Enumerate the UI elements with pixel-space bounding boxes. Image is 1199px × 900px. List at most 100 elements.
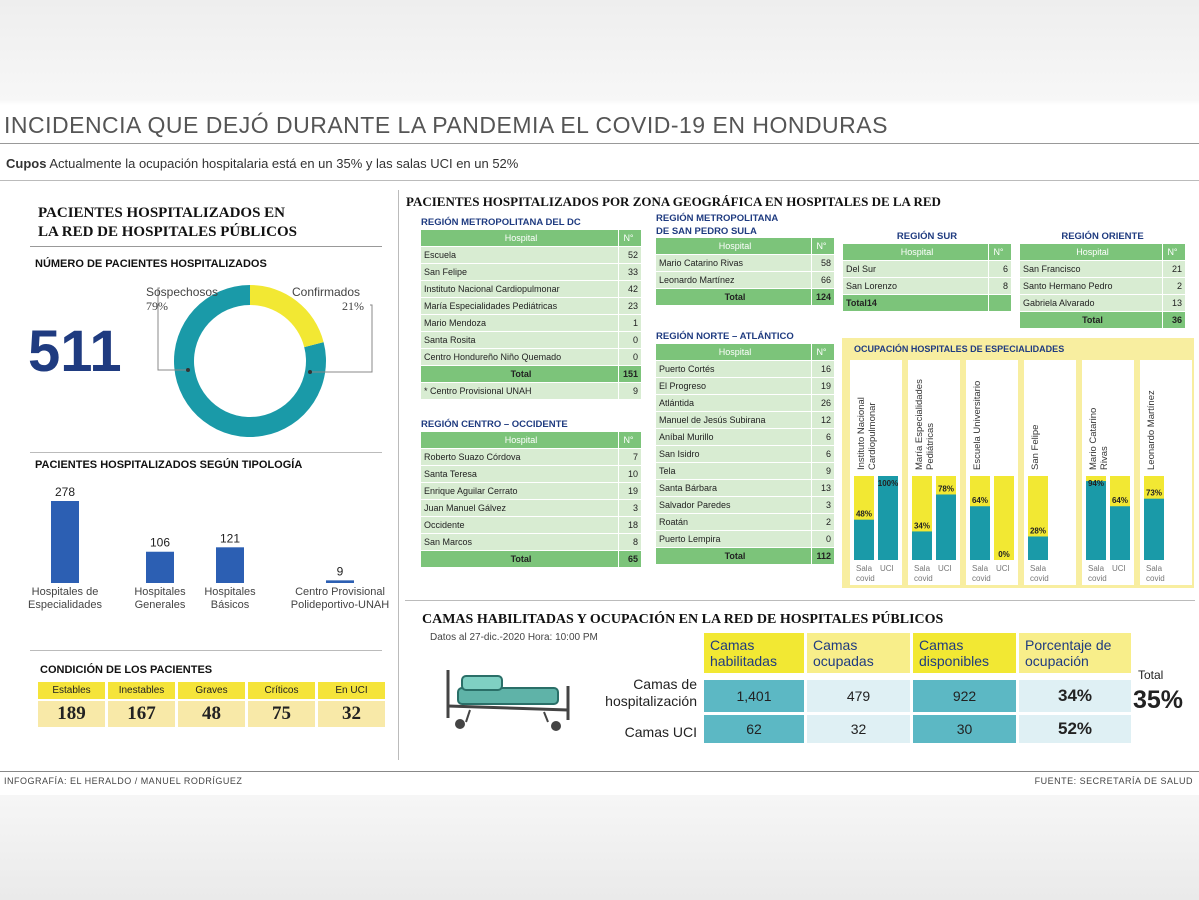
metro-dc-title: REGIÓN METROPOLITANA DEL DC	[421, 217, 581, 228]
hospital-name: Aníbal Murillo	[656, 429, 811, 445]
hosp-habilitadas: 1,401	[704, 680, 804, 712]
hospital-name: Atlántida	[656, 395, 811, 411]
sur-total-row: Total14	[843, 295, 1011, 312]
occupancy-category-label: Pediátricas	[925, 423, 936, 470]
left-section-title-line-2: LA RED DE HOSPITALES PÚBLICOS	[38, 224, 297, 240]
total-label: Total	[1020, 312, 1162, 328]
occupancy-value-label: 28%	[1030, 526, 1046, 535]
condicion-rule	[30, 650, 382, 651]
hospital-count: 0	[812, 531, 834, 547]
condicion-header-row: Estables Inestables Graves Críticos En U…	[38, 682, 385, 699]
hospital-count: 6	[812, 429, 834, 445]
occupancy-series-label: covid	[856, 574, 875, 583]
metro-dc-row: Mario Mendoza 1	[421, 315, 641, 332]
norte-row: Santa Bárbara 13	[656, 480, 834, 497]
occupancy-category-label: San Felipe	[1030, 425, 1041, 470]
table-centro-occidente: REGIÓN CENTRO – OCCIDENTE Hospital N° Rob…	[421, 418, 641, 568]
confirmados-label: Confirmados	[292, 285, 361, 299]
norte-row: Tela 9	[656, 463, 834, 480]
occupancy-bar	[936, 494, 956, 560]
hospital-count: 2	[1163, 278, 1185, 294]
row-label-hosp-line-2: hospitalización	[605, 693, 697, 709]
occupancy-value-label: 48%	[856, 510, 872, 519]
header-n: N°	[812, 238, 834, 254]
table-metro-dc: REGIÓN METROPOLITANA DEL DC Hospital N° E…	[421, 216, 641, 400]
subtitle-bold: Cupos	[6, 156, 47, 171]
col-ocupadas: Camas ocupadas	[807, 633, 910, 673]
occupancy-series-label: covid	[1088, 574, 1107, 583]
hospital-count: 7	[619, 449, 641, 465]
condicion-table: Estables Inestables Graves Críticos En U…	[38, 682, 385, 727]
footer-source: FUENTE: SECRETARÍA DE SALUD	[1034, 776, 1193, 786]
hospital-name: Juan Manuel Gálvez	[421, 500, 618, 516]
total-value: 112	[812, 548, 834, 564]
occupancy-value-label: 0%	[998, 550, 1010, 559]
camas-rule	[405, 600, 1195, 601]
extra-name: * Centro Provisional UNAH	[421, 383, 618, 399]
column-divider	[398, 190, 399, 760]
header-hospital: Hospital	[1020, 244, 1162, 260]
norte-row: Manuel de Jesús Subirana 12	[656, 412, 834, 429]
occupancy-value-label: 94%	[1088, 479, 1104, 488]
hospital-count: 52	[619, 247, 641, 263]
occupancy-value-label: 73%	[1146, 489, 1162, 498]
norte-total-row: Total 112	[656, 548, 834, 565]
condicion-value-en-uci: 32	[318, 701, 385, 727]
main-title: INCIDENCIA QUE DEJÓ DURANTE LA PANDEMIA …	[4, 112, 888, 138]
occupancy-category-label: Instituto Nacional	[856, 397, 867, 470]
table-metro-sps: REGIÓN METROPOLITANA DE SAN PEDRO SULA H…	[656, 213, 834, 306]
specialty-occupancy-chart: OCUPACIÓN HOSPITALES DE ESPECIALIDADES In…	[842, 338, 1194, 588]
uci-habilitadas: 62	[704, 715, 804, 743]
metro-dc-row: Escuela 52	[421, 247, 641, 264]
hospital-name: San Marcos	[421, 534, 618, 550]
uci-ocupadas: 32	[807, 715, 910, 743]
sur-title: REGIÓN SUR	[896, 231, 958, 242]
sur-row: San Lorenzo 8	[843, 278, 1011, 295]
norte-row: Aníbal Murillo 6	[656, 429, 834, 446]
tipologia-value-label: 278	[55, 485, 75, 499]
norte-row: San Isidro 6	[656, 446, 834, 463]
tipologia-bar	[146, 551, 174, 583]
left-section-title-line-1: PACIENTES HOSPITALIZADOS EN	[38, 205, 286, 221]
occupancy-category-label: María Especialidades	[914, 379, 925, 470]
hosp-disponibles: 922	[913, 680, 1016, 712]
tipologia-bar	[51, 501, 79, 583]
hospital-name: Salvador Paredes	[656, 497, 811, 513]
oriente-row: San Francisco 21	[1020, 261, 1185, 278]
leader-line-sospechosos	[157, 287, 188, 371]
hospital-count: 42	[619, 281, 641, 297]
occupancy-value-label: 64%	[1112, 496, 1128, 505]
extra-n: 9	[619, 383, 641, 399]
condicion-label-criticos: Críticos	[248, 682, 315, 699]
occupancy-series-label: covid	[1146, 574, 1165, 583]
total-patients-label: NÚMERO DE PACIENTES HOSPITALIZADOS	[35, 258, 267, 270]
tipologia-category-label: Hospitales Generales	[134, 586, 186, 611]
norte-title: REGIÓN NORTE – ATLÁNTICO	[656, 331, 794, 342]
centro-occ-row: Occidente 18	[421, 517, 641, 534]
occupancy-bar	[1086, 481, 1106, 560]
metro-sps-title-2: DE SAN PEDRO SULA	[656, 226, 757, 237]
occupancy-series-label: UCI	[996, 564, 1010, 573]
occupancy-series-label: Sala	[1030, 564, 1047, 573]
occupancy-series-label: Sala	[914, 564, 931, 573]
camas-table: Camas habilitadas Camas ocupadas Camas d…	[704, 633, 1131, 743]
hospital-name: Centro Hondureño Niño Quemado	[421, 349, 618, 365]
hospital-name: María Especialidades Pediátricas	[421, 298, 618, 314]
occupancy-bar	[1144, 498, 1164, 560]
condicion-label-inestables: Inestables	[108, 682, 175, 699]
occupancy-value-label: 34%	[914, 521, 930, 530]
hospital-name: Enrique Aguilar Cerrato	[421, 483, 618, 499]
subtitle-rule	[0, 180, 1199, 181]
norte-row: Roatán 2	[656, 514, 834, 531]
occupancy-series-label: covid	[914, 574, 933, 583]
header-n: N°	[1163, 244, 1185, 260]
hospital-count: 8	[989, 278, 1011, 294]
metro-dc-extra-row: * Centro Provisional UNAH 9	[421, 383, 641, 400]
hospital-count: 19	[812, 378, 834, 394]
hospital-count: 18	[619, 517, 641, 533]
occupancy-bar	[912, 531, 932, 560]
occupancy-series-label: Sala	[1088, 564, 1105, 573]
header-n: N°	[989, 244, 1011, 260]
hospital-count: 66	[812, 272, 834, 288]
sur-header: Hospital N°	[843, 244, 1011, 261]
